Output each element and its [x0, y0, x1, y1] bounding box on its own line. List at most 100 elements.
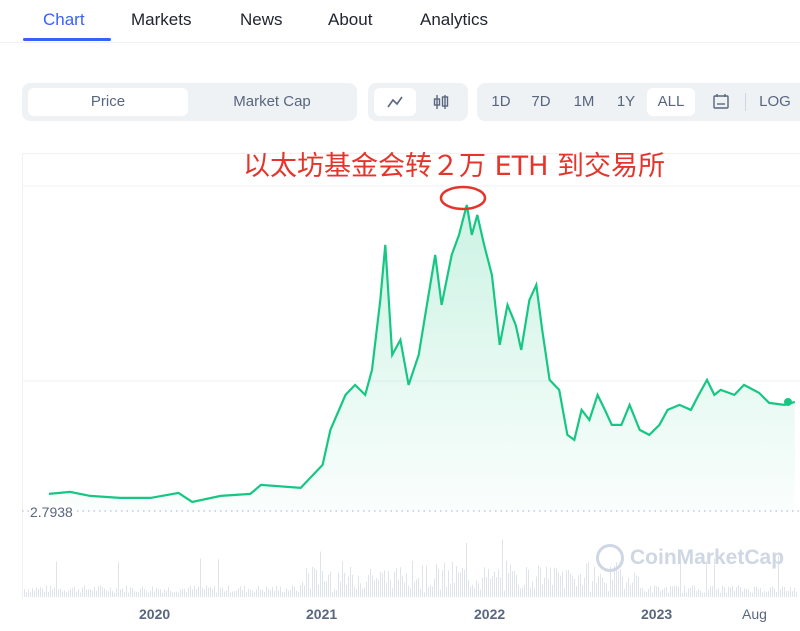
market-cap-option[interactable]: Market Cap — [233, 93, 311, 110]
volume-bar — [666, 586, 667, 597]
volume-bar — [426, 565, 427, 597]
tab-about[interactable]: About — [328, 10, 373, 29]
volume-bar — [780, 589, 781, 597]
volume-bar — [276, 585, 277, 597]
volume-bar — [70, 589, 71, 597]
volume-bar — [710, 585, 711, 597]
volume-bar — [624, 588, 625, 597]
volume-bar — [420, 588, 421, 597]
tab-chart[interactable]: Chart — [43, 10, 85, 29]
volume-bar — [632, 582, 633, 597]
volume-bar — [706, 561, 707, 597]
volume-bar — [212, 588, 213, 597]
volume-bar — [258, 585, 259, 597]
volume-bar — [48, 592, 49, 597]
volume-bar — [170, 590, 171, 597]
volume-bar — [726, 592, 727, 597]
volume-bar — [72, 588, 73, 597]
price-option[interactable]: Price — [28, 88, 188, 116]
calendar-icon[interactable] — [705, 88, 737, 116]
volume-bar — [28, 589, 29, 597]
price-area — [49, 204, 795, 511]
x-tick: 2020 — [139, 606, 171, 622]
volume-bar — [558, 572, 559, 597]
volume-bar — [562, 571, 563, 597]
volume-bar — [578, 575, 579, 597]
volume-bar — [766, 591, 767, 597]
watermark: CoinMarketCap — [596, 544, 784, 572]
volume-bar — [662, 589, 663, 597]
volume-bar — [418, 578, 419, 597]
volume-bar — [332, 592, 333, 597]
volume-bar — [626, 582, 627, 597]
volume-bar — [476, 580, 477, 597]
volume-bar — [88, 589, 89, 597]
volume-bar — [292, 585, 293, 597]
volume-bar — [422, 565, 423, 597]
volume-bar — [652, 592, 653, 597]
volume-bar — [130, 587, 131, 597]
volume-bar — [640, 588, 641, 597]
x-tick: 2021 — [306, 606, 338, 622]
range-all[interactable]: ALL — [647, 88, 695, 116]
volume-bar — [52, 589, 53, 597]
volume-bar — [44, 591, 45, 597]
volume-bar — [620, 568, 621, 597]
volume-bar — [628, 577, 629, 597]
volume-bar — [56, 561, 57, 597]
volume-bar — [190, 585, 191, 597]
volume-bar — [288, 590, 289, 597]
last-price-dot — [784, 397, 792, 406]
range-1d[interactable]: 1D — [491, 93, 511, 110]
volume-bar — [614, 566, 615, 597]
volume-bar — [338, 572, 339, 597]
volume-bar — [66, 592, 67, 597]
volume-bar — [324, 581, 325, 597]
volume-bar — [42, 588, 43, 597]
volume-bar — [642, 588, 643, 597]
volume-bar — [438, 569, 439, 597]
volume-bar — [692, 585, 693, 597]
volume-bar — [368, 574, 369, 597]
volume-bar — [774, 588, 775, 597]
volume-bar — [746, 588, 747, 597]
volume-bar — [184, 588, 185, 597]
x-tick: 2023 — [641, 606, 673, 622]
volume-bar — [514, 570, 515, 597]
tab-markets[interactable]: Markets — [131, 10, 192, 29]
volume-bar — [772, 586, 773, 597]
volume-bar — [540, 567, 541, 597]
volume-bar — [308, 573, 309, 597]
volume-bar — [492, 576, 493, 597]
volume-bar — [742, 591, 743, 597]
volume-bar — [64, 590, 65, 597]
volume-bar — [568, 569, 569, 597]
volume-bar — [704, 592, 705, 597]
log-toggle[interactable]: LOG — [759, 93, 791, 110]
range-7d[interactable]: 7D — [531, 93, 551, 110]
tab-news[interactable]: News — [240, 10, 283, 29]
volume-bar — [474, 587, 475, 597]
volume-bar — [160, 589, 161, 597]
range-1y[interactable]: 1Y — [616, 93, 636, 110]
volume-bar — [142, 586, 143, 597]
volume-bar — [650, 585, 651, 597]
volume-bar — [510, 564, 511, 597]
volume-bar — [34, 590, 35, 597]
line-chart-icon[interactable] — [374, 88, 416, 116]
volume-bar — [300, 585, 301, 597]
volume-bar — [266, 586, 267, 597]
volume-bar — [442, 569, 443, 597]
volume-bar — [668, 592, 669, 597]
volume-bar — [154, 591, 155, 597]
range-1m[interactable]: 1M — [573, 93, 595, 110]
tab-analytics[interactable]: Analytics — [420, 10, 489, 29]
x-tick: Aug — [742, 606, 767, 622]
volume-bar — [524, 585, 525, 597]
candlestick-icon[interactable] — [420, 88, 462, 116]
volume-bar — [126, 585, 127, 597]
volume-bar — [434, 578, 435, 597]
volume-bar — [202, 587, 203, 597]
active-tab-indicator — [23, 38, 111, 41]
